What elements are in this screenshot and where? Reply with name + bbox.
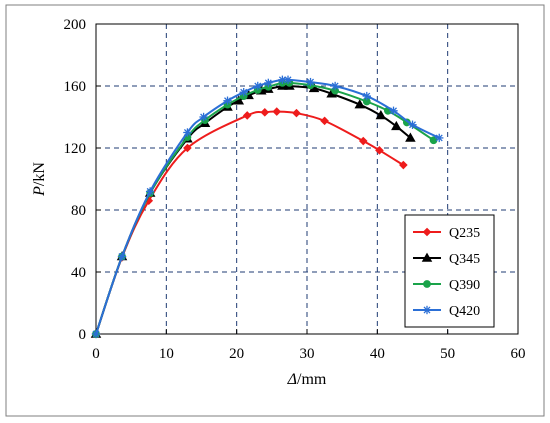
legend-box	[404, 214, 495, 328]
data-point-q235	[260, 108, 270, 117]
y-axis-label: P/kN	[31, 162, 48, 197]
data-point-q235	[183, 143, 192, 153]
data-point-q420	[91, 329, 101, 339]
legend-item-q345: Q345	[413, 252, 480, 267]
y-axis-label-unit: /kN	[31, 162, 48, 186]
y-tick-label: 160	[64, 79, 87, 95]
data-point-q420	[264, 78, 273, 88]
data-point-q420	[283, 75, 293, 84]
x-tick-label: 30	[300, 346, 315, 362]
data-point-q235	[399, 160, 408, 170]
x-axis-label: Δ/mm	[287, 371, 327, 388]
data-point-q420	[362, 91, 371, 101]
legend-item-q390: Q390	[413, 278, 480, 293]
data-point-q235	[320, 116, 329, 126]
legend-marker-q235	[422, 227, 432, 237]
x-axis-label-unit: /mm	[297, 371, 327, 388]
legend-item-q235: Q235	[413, 226, 480, 241]
data-point-q420	[253, 81, 262, 91]
legend: Q235 Q345 Q390 Q420	[404, 214, 495, 328]
x-tick-label: 10	[159, 346, 174, 362]
data-point-q420	[330, 81, 340, 91]
x-tick-label: 0	[92, 346, 100, 362]
data-point-q345	[391, 120, 402, 131]
data-point-q235	[242, 111, 252, 120]
legend-label-q345: Q345	[449, 252, 480, 267]
legend-item-q420: Q420	[413, 304, 480, 319]
data-point-q420	[239, 88, 248, 97]
y-tick-label: 120	[64, 141, 87, 157]
x-tick-label: 20	[229, 346, 244, 362]
x-axis-label-symbol: Δ	[287, 371, 297, 388]
series-q420	[91, 75, 444, 339]
legend-marker-q420	[422, 305, 432, 315]
legend-label-q235: Q235	[449, 226, 480, 241]
data-point-q235	[292, 108, 301, 118]
x-tick-label: 40	[370, 346, 385, 362]
y-tick-label: 40	[71, 265, 86, 281]
data-point-q345	[405, 132, 416, 142]
axis-ticks: 0 10 20 30 40 50 60 0 40 80 120 160 200	[64, 17, 526, 362]
legend-marker-q345	[421, 252, 433, 262]
data-point-q420	[389, 106, 398, 115]
data-point-q420	[117, 252, 127, 261]
data-point-q420	[145, 187, 155, 196]
data-point-q345	[354, 99, 366, 109]
data-point-q235	[375, 146, 384, 155]
data-point-q420	[306, 77, 315, 87]
x-tick-label: 60	[511, 346, 526, 362]
y-axis-label-symbol: P	[31, 186, 48, 197]
data-point-q235	[272, 107, 282, 116]
legend-marker-q390	[423, 280, 431, 288]
data-point-q420	[183, 128, 192, 137]
data-point-q420	[408, 120, 417, 129]
series-layer	[90, 75, 444, 339]
data-point-q420	[223, 96, 232, 105]
legend-label-q420: Q420	[449, 304, 480, 319]
data-point-q420	[199, 112, 208, 122]
data-point-q345	[375, 110, 387, 120]
legend-label-q390: Q390	[449, 278, 480, 293]
y-tick-label: 80	[71, 203, 86, 219]
x-tick-label: 50	[440, 346, 455, 362]
y-tick-label: 0	[79, 327, 87, 343]
data-point-q420	[435, 133, 444, 143]
y-tick-label: 200	[64, 17, 87, 33]
figure-frame	[5, 4, 545, 417]
data-point-q235	[358, 136, 368, 146]
